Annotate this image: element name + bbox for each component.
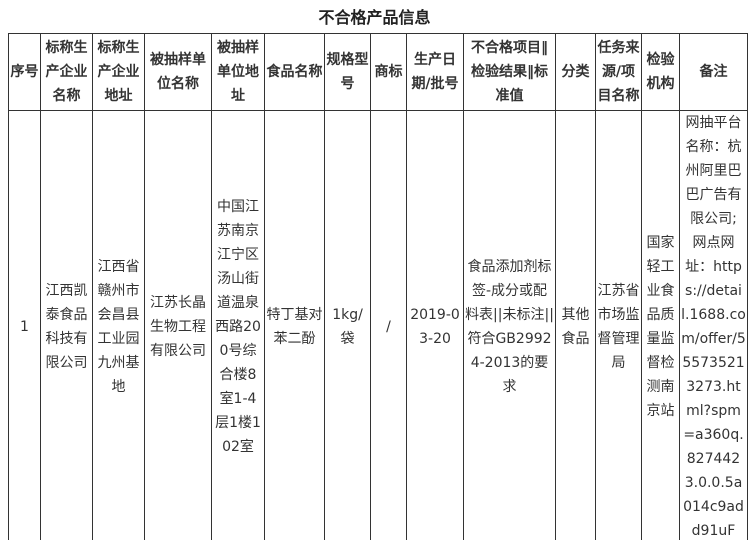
column-header-inspection-agency: 检验机构 <box>641 33 680 111</box>
cell-sampled-unit-name: 江苏长晶生物工程有限公司 <box>144 110 212 540</box>
cell-remarks: 网抽平台名称：杭州阿里巴巴广告有限公司; 网点网址：https://detail… <box>679 110 748 540</box>
column-header-serial: 序号 <box>8 33 41 111</box>
column-header-manufacturer-address: 标称生产企业地址 <box>92 33 145 111</box>
column-header-manufacturer-name: 标称生产企业名称 <box>40 33 93 111</box>
table-row: 1 江西凯泰食品科技有限公司 江西省赣州市会昌县工业园九州基地 江苏长晶生物工程… <box>8 110 748 540</box>
table-header-row: 序号 标称生产企业名称 标称生产企业地址 被抽样单位名称 被抽样单位地址 食品名… <box>8 33 748 111</box>
column-header-trademark: 商标 <box>370 33 407 111</box>
column-header-sampled-unit-name: 被抽样单位名称 <box>144 33 212 111</box>
cell-spec-model: 1kg/袋 <box>324 110 371 540</box>
cell-category: 其他食品 <box>555 110 596 540</box>
nonconforming-products-table: 序号 标称生产企业名称 标称生产企业地址 被抽样单位名称 被抽样单位地址 食品名… <box>8 33 748 540</box>
column-header-sampled-unit-address: 被抽样单位地址 <box>211 33 265 111</box>
cell-sampled-unit-address: 中国江苏南京江宁区汤山街道温泉西路200号综合楼8室1-4层1楼102室 <box>211 110 265 540</box>
column-header-food-name: 食品名称 <box>264 33 325 111</box>
cell-production-date: 2019-03-20 <box>406 110 464 540</box>
column-header-failed-items: 不合格项目‖检验结果‖标准值 <box>463 33 556 111</box>
cell-serial: 1 <box>8 110 41 540</box>
cell-failed-items: 食品添加剂标签-成分或配料表||未标注||符合GB29924-2013的要求 <box>463 110 556 540</box>
page-title: 不合格产品信息 <box>318 8 431 27</box>
cell-manufacturer-address: 江西省赣州市会昌县工业园九州基地 <box>92 110 145 540</box>
column-header-task-source: 任务来源/项目名称 <box>595 33 642 111</box>
column-header-remarks: 备注 <box>679 33 748 111</box>
cell-inspection-agency: 国家轻工业食品质量监督检测南京站 <box>641 110 680 540</box>
cell-food-name: 特丁基对苯二酚 <box>264 110 325 540</box>
cell-trademark: / <box>370 110 407 540</box>
column-header-spec-model: 规格型号 <box>324 33 371 111</box>
cell-manufacturer-name: 江西凯泰食品科技有限公司 <box>40 110 93 540</box>
cell-task-source: 江苏省市场监督管理局 <box>595 110 642 540</box>
column-header-production-date: 生产日期/批号 <box>406 33 464 111</box>
column-header-category: 分类 <box>555 33 596 111</box>
